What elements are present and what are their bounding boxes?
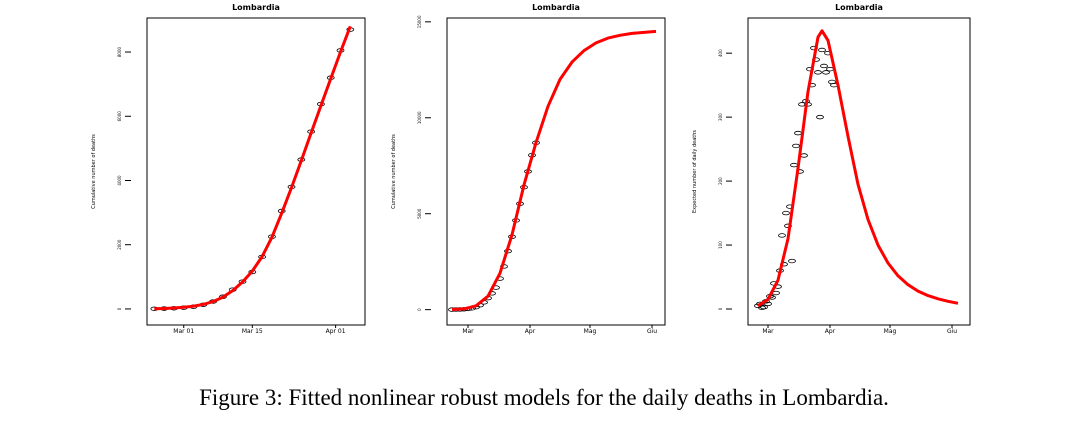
y-tick-label: 10000 [417, 111, 422, 124]
data-point [782, 210, 790, 216]
y-tick-label: 6000 [117, 111, 122, 122]
x-tick-label: Apr 01 [326, 328, 346, 335]
x-tick-label: Apr [825, 328, 836, 335]
y-tick-label: 0 [417, 308, 422, 311]
chart-title: Lombardia [532, 3, 580, 12]
data-point [814, 70, 822, 75]
y-tick-label: 5000 [417, 208, 422, 219]
data-point [822, 70, 830, 75]
x-tick-label: Mar 01 [173, 328, 194, 335]
x-tick-label: Mar [762, 328, 774, 335]
fit-curve [757, 29, 959, 308]
data-point [816, 114, 824, 120]
x-tick-label: Apr [525, 328, 536, 335]
y-tick-label: 8000 [117, 46, 122, 57]
y-axis-label: Cumulative number of deaths [391, 134, 397, 209]
fit-curve [451, 29, 657, 311]
x-tick-label: Mag [584, 328, 597, 335]
data-point [790, 162, 798, 168]
y-axis-label: Expected number of daily deaths [692, 130, 698, 213]
data-point [826, 66, 834, 72]
x-tick-label: Mag [884, 328, 897, 335]
y-tick-label: 0 [117, 307, 122, 310]
plot-frame [747, 17, 971, 326]
data-point [778, 233, 786, 238]
y-tick-label: 400 [718, 49, 723, 57]
data-point [788, 258, 796, 264]
data-point [792, 143, 800, 149]
caption: Figure 3: Fitted nonlinear robust models… [199, 385, 889, 410]
plot-frame [146, 17, 366, 326]
y-tick-label: 300 [718, 113, 723, 121]
x-tick-label: Giu [647, 328, 657, 335]
data-point [794, 130, 802, 136]
x-tick-label: Mar 15 [242, 328, 263, 335]
y-tick-label: 2000 [117, 239, 122, 250]
data-point [818, 47, 826, 53]
x-tick-label: Mar [462, 328, 474, 335]
y-tick-label: 0 [718, 307, 723, 310]
chart-title: Lombardia [835, 3, 883, 12]
fit-curve [154, 25, 352, 311]
y-tick-label: 15000 [417, 15, 422, 28]
data-point [784, 223, 792, 229]
data-point [800, 153, 808, 158]
y-tick-label: 4000 [117, 175, 122, 186]
chart-title: Lombardia [232, 3, 280, 12]
data-point [764, 301, 772, 307]
y-tick-label: 200 [718, 177, 723, 185]
data-point [758, 305, 766, 310]
x-tick-label: Giu [947, 328, 957, 335]
y-axis-label: Cumulative number of deaths [91, 134, 97, 209]
plot-frame [446, 17, 666, 326]
data-point [760, 304, 768, 310]
y-tick-label: 100 [718, 241, 723, 249]
data-point [820, 63, 828, 69]
